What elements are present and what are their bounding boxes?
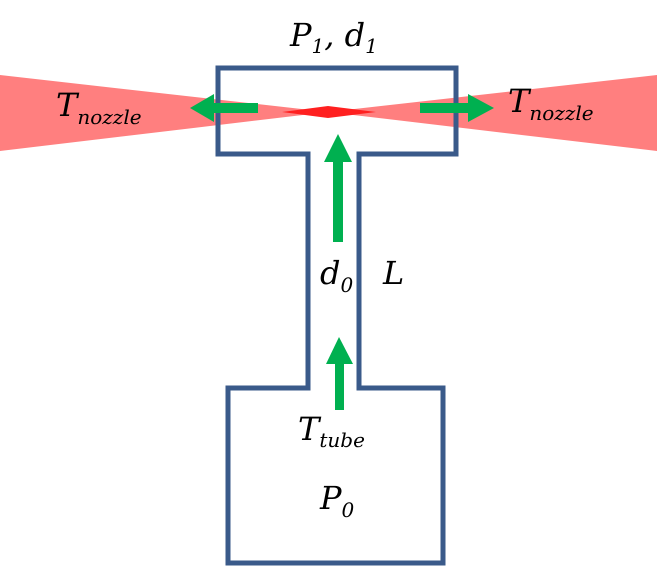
tube-diameter-label: d0 <box>320 254 353 297</box>
tube-length-label: L <box>382 254 404 292</box>
arrow-up-upper-icon <box>324 134 352 242</box>
apparatus-outline <box>215 65 459 566</box>
light-beam <box>0 75 657 151</box>
beam-right-cone <box>328 75 657 151</box>
arrow-up-lower-icon <box>326 337 353 410</box>
arrow-left-icon <box>190 94 258 122</box>
beam-left-cone <box>0 75 328 151</box>
reservoir-pressure-label: P0 <box>319 479 355 522</box>
chamber-label: P1, d1 <box>289 16 378 58</box>
tube-temp-label: Ttube <box>298 410 365 452</box>
nozzle-temp-left-label: Tnozzle <box>56 86 142 129</box>
nozzle-temp-right-label: Tnozzle <box>508 82 594 125</box>
arrow-right-icon <box>420 94 494 122</box>
beam-focus-spot <box>282 106 376 118</box>
reservoir-wall <box>225 385 446 566</box>
flow-arrows <box>190 94 494 410</box>
chamber-wall <box>215 65 459 391</box>
